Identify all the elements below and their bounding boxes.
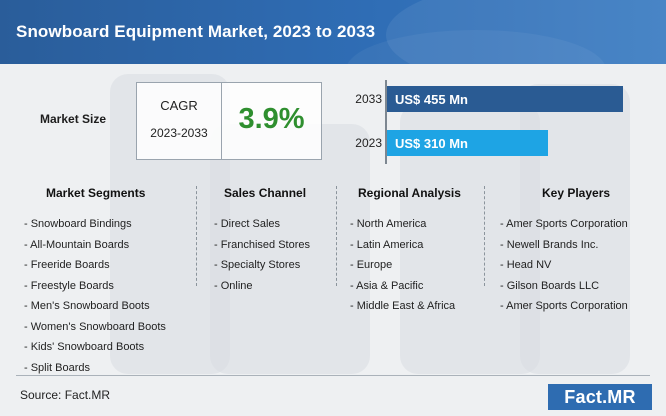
cagr-box: CAGR 2023-2033 3.9% [136,82,322,160]
list-item: - Gilson Boards LLC [500,279,600,292]
header-band: Snowboard Equipment Market, 2023 to 2033 [0,0,666,64]
column-list: - Amer Sports Corporation - Newell Brand… [500,214,628,317]
bar-year-label: 2023 [355,136,382,150]
list-item: - Snowboard Bindings [24,218,132,230]
list-item: - Online [214,279,253,292]
list-item: - Direct Sales [214,218,281,230]
list-item: - Middle East & Africa [350,300,456,312]
cagr-value: 3.9% [238,103,305,135]
list-item: - North America [350,218,427,230]
market-size-bar-chart: 2033 US$ 455 Mn 2023 US$ 310 Mn [340,80,640,164]
list-item: - Specialty Stores [214,259,301,271]
cagr-period: 2023-2033 [150,126,208,140]
list-item: - Split Boards [24,361,91,374]
column-list: - North America - Latin America - Europe… [350,214,455,317]
list-item: - Freeride Boards [24,259,110,271]
list-item: - Franchised Stores [214,238,310,251]
column-list: - Direct Sales - Franchised Stores - Spe… [214,214,310,296]
page-title: Snowboard Equipment Market, 2023 to 2033 [16,22,376,41]
list-item: - Head NV [500,259,552,271]
list-item: - Europe [350,259,393,271]
column-divider [484,186,485,286]
list-item: - Newell Brands Inc. [500,238,599,251]
brand-logo[interactable]: Fact.MR [548,384,652,410]
column-divider [336,186,337,286]
list-item: - Amer Sports Corporation [500,218,628,230]
bar-value-label: US$ 310 Mn [395,136,468,151]
footer-divider [16,375,650,376]
list-item: - Amer Sports Corporation [500,300,628,312]
list-item: - Freestyle Boards [24,279,114,292]
bar-value-label: US$ 455 Mn [395,92,468,107]
list-item: - Asia & Pacific [350,279,424,292]
column-divider [196,186,197,286]
column-title: Regional Analysis [358,186,461,200]
column-list: - Snowboard Bindings - All-Mountain Boar… [24,214,166,378]
column-title: Key Players [542,186,611,200]
list-item: - Women's Snowboard Boots [24,320,166,333]
column-title: Market Segments [46,186,146,200]
list-item: - Latin America [350,238,424,251]
list-item: - Kids' Snowboard Boots [24,341,145,353]
list-item: - All-Mountain Boards [24,238,130,251]
cagr-label: CAGR [160,98,198,113]
bar-year-label: 2033 [355,92,382,106]
bar-2023: US$ 310 Mn [387,130,548,156]
bar-axis [385,80,387,164]
column-title: Sales Channel [224,186,307,200]
bar-2033: US$ 455 Mn [387,86,623,112]
market-size-label: Market Size [40,112,107,126]
list-item: - Men's Snowboard Boots [24,300,150,312]
source-text: Source: Fact.MR [20,388,111,402]
cagr-divider [221,83,222,159]
segments-panel: Market Segments - Snowboard Bindings - A… [0,186,666,376]
